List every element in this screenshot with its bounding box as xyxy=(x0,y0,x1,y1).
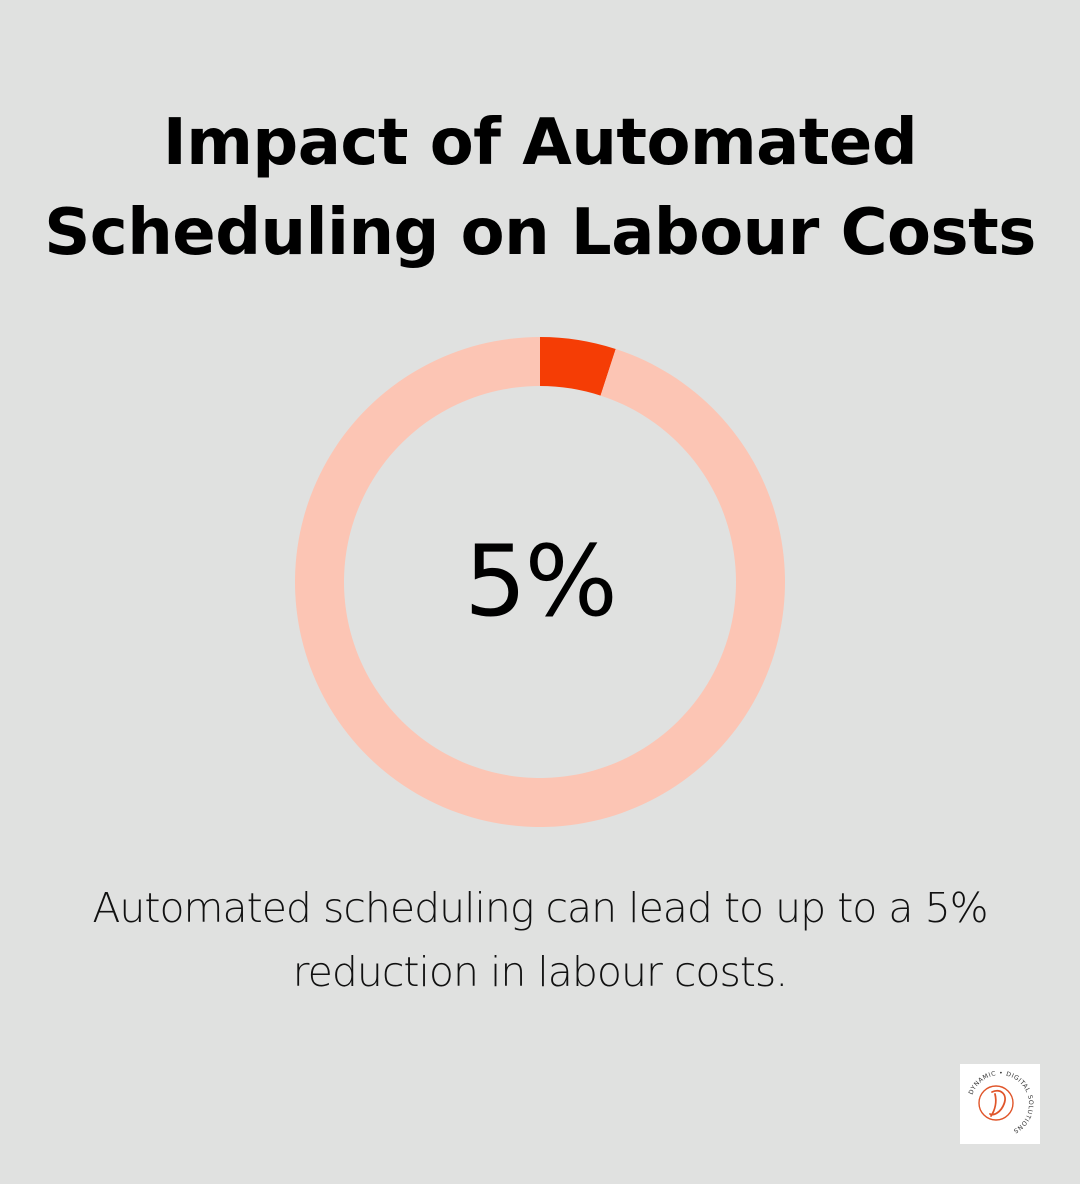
chart-caption-line-2: reduction in labour costs. xyxy=(292,948,789,996)
chart-caption: Automated scheduling can lead to up to a… xyxy=(40,876,1040,1004)
logo-mark: DYNAMIC • DIGITAL SOLUTIONS xyxy=(968,1070,1034,1135)
svg-text:DYNAMIC • DIGITAL SOLUTIONS: DYNAMIC • DIGITAL SOLUTIONS xyxy=(968,1070,1034,1135)
chart-title-line-2: Scheduling on Labour Costs xyxy=(44,196,1036,270)
donut-chart xyxy=(295,337,785,827)
dynamic-digital-solutions-logo: DYNAMIC • DIGITAL SOLUTIONS xyxy=(960,1064,1040,1144)
chart-title-line-1: Impact of Automated xyxy=(162,106,918,180)
chart-title: Impact of Automated Scheduling on Labour… xyxy=(0,98,1080,278)
chart-caption-line-1: Automated scheduling can lead to up to a… xyxy=(92,884,988,932)
donut-center-value: 5% xyxy=(464,525,617,639)
donut-slice-highlight xyxy=(540,337,616,396)
